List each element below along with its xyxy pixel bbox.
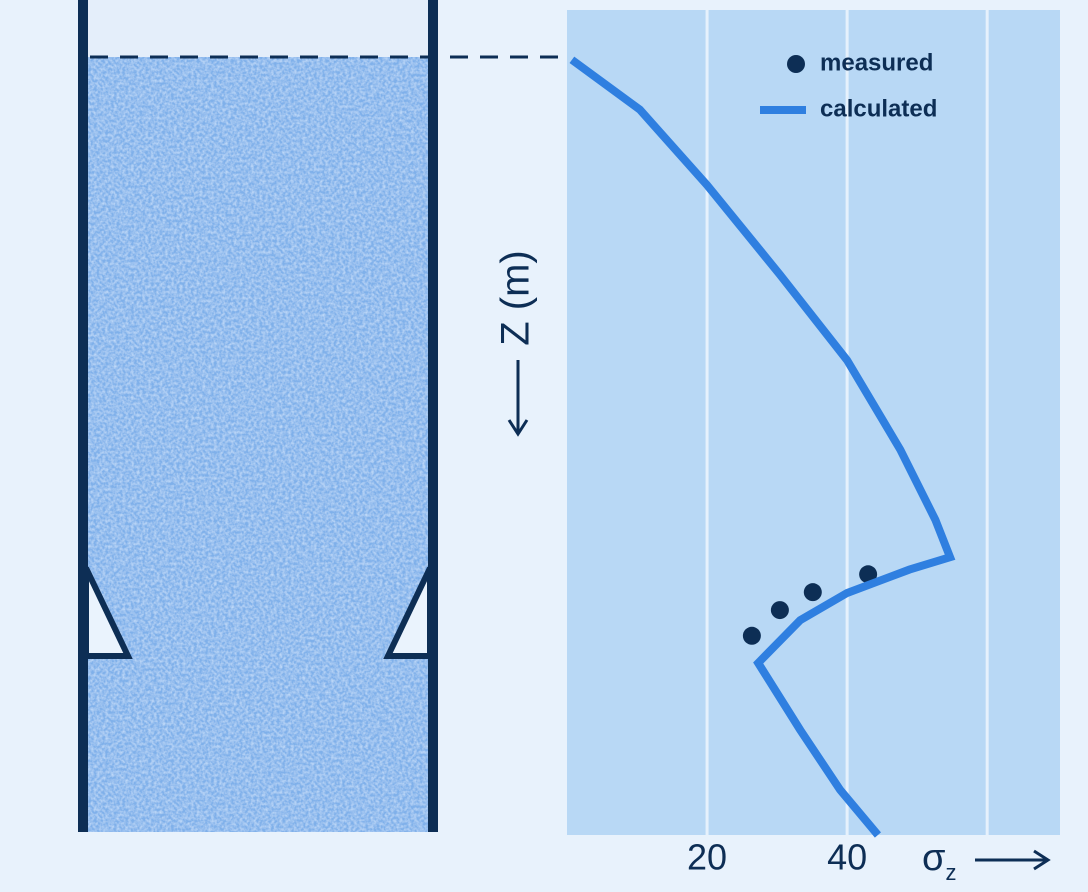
data-point [803, 583, 822, 602]
data-point [742, 626, 761, 645]
silo-empty [88, 0, 428, 57]
x-arrow [975, 849, 1051, 871]
data-point [770, 601, 789, 620]
x-tick-label: 20 [687, 837, 727, 878]
bulk-material [88, 57, 428, 832]
x-tick-label: 40 [827, 837, 867, 878]
legend-label: measured [820, 49, 933, 76]
plot-area [567, 10, 1060, 835]
x-label-symbol: σ [922, 837, 945, 879]
data-point [859, 565, 878, 584]
x-axis-label: σz [922, 837, 956, 885]
silo [78, 0, 572, 832]
curve [569, 56, 956, 838]
y-arrow [507, 360, 529, 437]
y-axis-label: Z (m) [494, 250, 538, 346]
legend-label: calculated [820, 95, 937, 122]
legend-marker [787, 55, 805, 73]
x-label-subscript: z [945, 860, 956, 885]
